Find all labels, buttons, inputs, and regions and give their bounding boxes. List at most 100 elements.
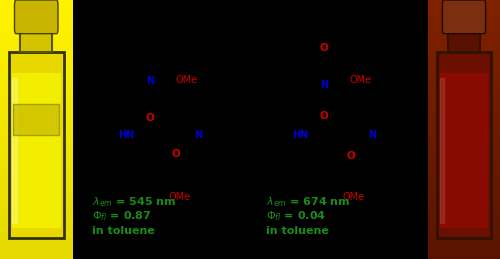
Bar — [0, 52, 72, 56]
Bar — [0, 216, 72, 220]
Bar — [0, 30, 72, 34]
Bar — [0, 104, 72, 108]
Text: OMe: OMe — [175, 75, 198, 85]
Bar — [428, 112, 500, 117]
Bar — [428, 21, 500, 26]
Bar — [428, 73, 500, 78]
Bar — [0, 194, 72, 199]
Bar — [0, 108, 72, 112]
Text: OMe: OMe — [342, 192, 364, 202]
Bar — [0, 177, 72, 181]
FancyBboxPatch shape — [8, 52, 64, 238]
Bar — [428, 151, 500, 155]
Bar — [0, 181, 72, 186]
Bar — [428, 56, 500, 60]
FancyBboxPatch shape — [436, 52, 492, 238]
Bar — [428, 181, 500, 186]
Bar — [428, 229, 500, 233]
Bar — [428, 91, 500, 95]
Text: OMe: OMe — [168, 192, 190, 202]
Text: N: N — [146, 76, 154, 86]
Text: O: O — [146, 113, 154, 123]
Bar — [0, 142, 72, 147]
Bar — [0, 26, 72, 30]
Bar — [0, 43, 72, 47]
Bar — [428, 78, 500, 82]
Bar — [428, 233, 500, 238]
Bar — [428, 125, 500, 130]
Bar — [428, 155, 500, 160]
Bar — [0, 112, 72, 117]
Bar — [428, 13, 500, 17]
FancyBboxPatch shape — [442, 0, 486, 34]
Text: N: N — [368, 130, 376, 140]
FancyBboxPatch shape — [448, 26, 480, 52]
Bar — [428, 177, 500, 181]
Bar — [0, 78, 72, 82]
Bar — [0, 39, 72, 43]
Bar — [428, 69, 500, 73]
Bar — [0, 13, 72, 17]
Bar — [428, 52, 500, 56]
Text: O: O — [346, 151, 355, 161]
Bar — [0, 34, 72, 39]
Bar — [0, 233, 72, 238]
Text: $\Phi_{fl}$ = 0.87: $\Phi_{fl}$ = 0.87 — [92, 209, 152, 223]
Bar — [428, 17, 500, 21]
Bar — [428, 142, 500, 147]
Bar — [0, 91, 72, 95]
Bar — [428, 65, 500, 69]
Bar — [0, 86, 72, 91]
Bar — [428, 47, 500, 52]
Bar — [0, 125, 72, 130]
Bar — [0, 190, 72, 194]
Bar — [428, 117, 500, 121]
FancyBboxPatch shape — [440, 73, 488, 228]
Bar — [428, 168, 500, 173]
Bar — [428, 242, 500, 246]
Bar — [428, 134, 500, 138]
Bar — [0, 246, 72, 250]
Text: N: N — [194, 130, 202, 140]
Bar — [428, 4, 500, 9]
Text: HN: HN — [118, 130, 134, 140]
Bar — [0, 173, 72, 177]
FancyBboxPatch shape — [12, 73, 61, 228]
Text: N: N — [320, 80, 328, 90]
Text: in toluene: in toluene — [92, 226, 155, 235]
Bar — [428, 99, 500, 104]
Text: O: O — [320, 111, 328, 121]
Bar — [0, 164, 72, 168]
Bar — [0, 65, 72, 69]
Bar — [428, 194, 500, 199]
Bar — [0, 138, 72, 142]
Bar — [0, 160, 72, 164]
Bar — [0, 121, 72, 125]
Bar — [428, 246, 500, 250]
Bar — [428, 104, 500, 108]
Bar — [0, 242, 72, 246]
Bar — [0, 203, 72, 207]
FancyBboxPatch shape — [20, 26, 52, 52]
Bar — [0, 56, 72, 60]
Bar — [428, 60, 500, 65]
Bar — [0, 47, 72, 52]
Bar — [428, 225, 500, 229]
Bar — [428, 220, 500, 225]
Bar — [428, 39, 500, 43]
Bar — [428, 207, 500, 212]
Bar — [428, 164, 500, 168]
FancyBboxPatch shape — [14, 0, 58, 34]
Bar — [428, 238, 500, 242]
Bar — [0, 99, 72, 104]
Bar — [0, 207, 72, 212]
Bar — [0, 199, 72, 203]
Bar — [428, 173, 500, 177]
Bar — [428, 108, 500, 112]
Bar — [0, 238, 72, 242]
Bar — [428, 199, 500, 203]
Bar — [428, 30, 500, 34]
Bar — [0, 225, 72, 229]
Bar — [428, 34, 500, 39]
Bar — [0, 168, 72, 173]
